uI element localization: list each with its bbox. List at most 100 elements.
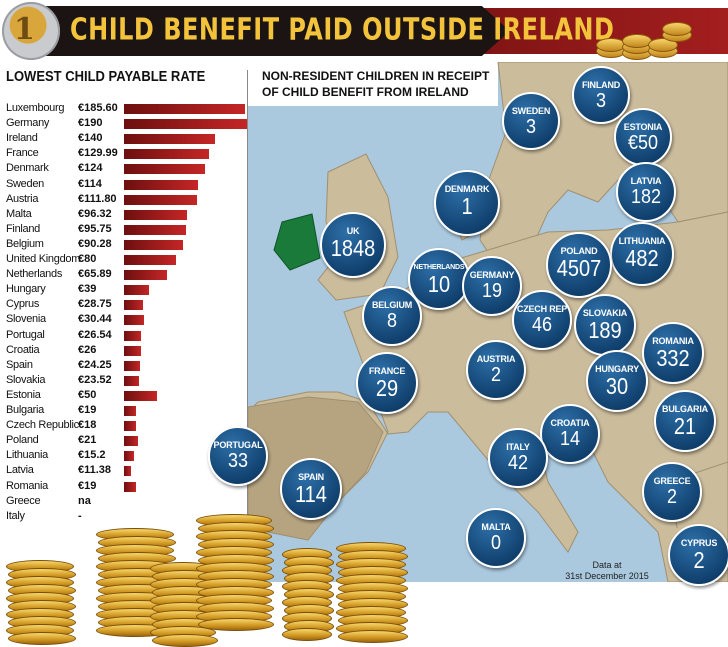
bar-category-label: Estonia (6, 388, 41, 401)
map-bubble-austria: AUSTRIA 2 (466, 340, 526, 400)
bar (124, 224, 186, 235)
bar (124, 421, 136, 432)
bubble-country-label: LITHUANIA (618, 236, 666, 246)
bubble-count-label: 482 (625, 246, 659, 272)
bubble-country-label: MALTA (481, 522, 511, 532)
map-bubble-estonia: ESTONIA €50 (614, 108, 672, 166)
bar-value-label: €140 (78, 132, 103, 145)
bubble-country-label: NETHERLANDS (413, 264, 465, 271)
map-bubble-italy: ITALY 42 (488, 428, 548, 488)
coin-stack-icon (596, 22, 696, 60)
bar-value-label: €80 (78, 253, 97, 265)
bubble-country-label: POLAND (560, 246, 598, 256)
bar-row: Italy - (6, 510, 246, 525)
bar-row: Germany €190 (6, 117, 248, 132)
map-bubble-lithuania: LITHUANIA 482 (610, 222, 674, 286)
bar-value-label: €190 (78, 117, 103, 130)
bar-row: Latvia €11.38 (6, 464, 246, 479)
bar (124, 239, 183, 250)
bar-value-label: €23.52 (78, 373, 112, 386)
map-bubble-germany: GERMANY 19 (462, 256, 522, 316)
map-title: NON-RESIDENT CHILDREN IN RECEIPT OF CHIL… (262, 69, 490, 99)
bubble-country-label: UK (346, 226, 360, 236)
bubble-country-label: CROATIA (550, 418, 590, 428)
bar-row: Estonia €50 (6, 389, 246, 404)
bar (124, 285, 149, 296)
bar-category-label: Hungary (6, 283, 46, 296)
bar-category-label: Sweden (6, 177, 44, 190)
bubble-count-label: 29 (375, 376, 399, 402)
bar-value-label: €24.25 (78, 358, 112, 371)
bar-row: Portugal €26.54 (6, 329, 246, 344)
map-bubble-cyprus: CYPRUS 2 (668, 524, 728, 586)
bubble-count-label: 332 (656, 346, 690, 372)
bar-row: Denmark €124 (6, 162, 246, 177)
bar (124, 270, 167, 281)
bar-value-label: €19 (78, 479, 97, 492)
bubble-count-label: 19 (481, 278, 503, 302)
bar-category-label: Finland (6, 222, 40, 235)
bubble-country-label: FRANCE (368, 366, 406, 376)
bubble-count-label: 3 (595, 88, 606, 112)
bar-row: Luxembourg €185.60 (6, 102, 246, 117)
bar-row: Poland €21 (6, 434, 246, 449)
bubble-count-label: 14 (559, 426, 581, 450)
bar-category-label: Belgium (6, 237, 44, 250)
coin-stack-icon (6, 560, 76, 645)
bar-row: Greece na (6, 495, 246, 510)
bar-value-label: €185.60 (78, 102, 118, 114)
map-bubble-sweden: SWEDEN 3 (502, 92, 560, 150)
bar (124, 315, 144, 326)
data-note-line-2: 31st December 2015 (565, 571, 649, 581)
bar-row: Finland €95.75 (6, 223, 246, 238)
bar (124, 360, 140, 371)
bar-category-label: Netherlands (6, 268, 63, 281)
coin-icon (198, 618, 274, 631)
bar-value-label: €39 (78, 283, 97, 296)
coin-stack-icon (282, 548, 334, 641)
bar-row: Croatia €26 (6, 344, 246, 359)
page-title: CHILD BENEFIT PAID OUTSIDE IRELAND (70, 12, 615, 47)
map-bubble-netherlands: NETHERLANDS 10 (408, 248, 470, 310)
bubble-country-label: CYPRUS (680, 538, 718, 548)
bar (124, 345, 141, 356)
bar-category-label: Slovakia (6, 373, 46, 386)
bar-category-label: Greece (6, 494, 41, 507)
map-bubble-portugal: PORTUGAL 33 (208, 426, 268, 486)
bubble-count-label: 1 (461, 194, 473, 220)
bar-value-label: €111.80 (78, 192, 117, 205)
bubble-count-label: 21 (673, 414, 697, 440)
bar (124, 164, 205, 175)
coin-icon (282, 628, 332, 641)
bar-category-label: Lithuania (6, 449, 48, 462)
bubble-count-label: 46 (531, 312, 553, 336)
bubble-country-label: DENMARK (444, 184, 490, 194)
bar-value-label: €15.2 (78, 449, 106, 462)
bar-row: Sweden €114 (6, 178, 246, 193)
bar-row: France €129.99 (6, 147, 246, 162)
map-bubble-slovakia: SLOVAKIA 189 (574, 294, 636, 356)
bar-category-label: Croatia (6, 343, 40, 356)
bar (124, 390, 157, 401)
bubble-country-label: ITALY (506, 442, 530, 452)
bubble-count-label: 189 (588, 318, 622, 344)
bubble-country-label: GERMANY (469, 270, 515, 280)
header: 1 CHILD BENEFIT PAID OUTSIDE IRELAND (0, 0, 728, 62)
map-bubble-hungary: HUNGARY 30 (586, 350, 648, 412)
panel-divider (247, 70, 248, 546)
bar-value-label: €30.44 (78, 313, 112, 326)
map-bubble-poland: POLAND 4507 (546, 232, 612, 298)
bar-row: Austria €111.80 (6, 193, 246, 208)
bar-category-label: Romania (6, 479, 48, 492)
bar (124, 481, 136, 492)
bar (124, 406, 136, 416)
bubble-count-label: 0 (490, 530, 501, 554)
bar-value-label: €90.28 (78, 237, 112, 250)
bar (124, 466, 131, 477)
bar (124, 194, 197, 205)
bar-value-label: €95.75 (78, 222, 112, 235)
bar-value-label: na (78, 494, 91, 507)
bubble-count-label: 114 (295, 482, 327, 508)
map-bubble-czech-rep: CZECH REP 46 (512, 290, 572, 350)
bar-value-label: - (78, 509, 82, 522)
